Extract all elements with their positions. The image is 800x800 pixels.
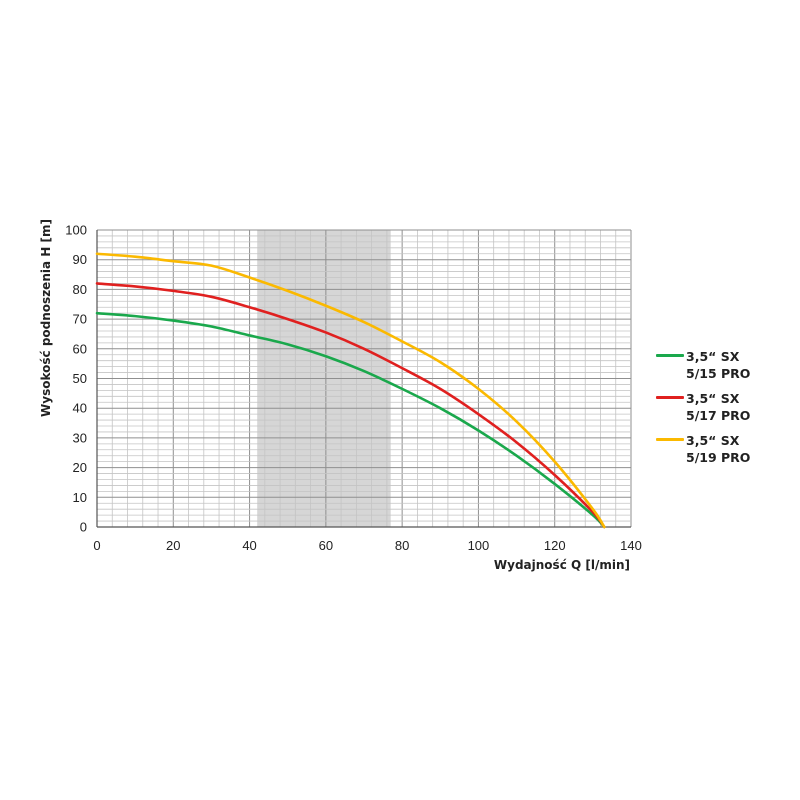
- legend: 3,5“ SX 5/15 PRO 3,5“ SX 5/17 PRO 3,5“ S…: [656, 348, 796, 474]
- series-line-2: [95, 252, 606, 529]
- y-tick-label: 70: [73, 312, 87, 327]
- legend-label-line2: 5/19 PRO: [686, 450, 751, 465]
- legend-item-5-15: 3,5“ SX 5/15 PRO: [656, 348, 796, 384]
- y-tick-label: 0: [80, 520, 87, 535]
- y-tick-label: 50: [73, 371, 87, 386]
- series-line-1: [95, 282, 606, 529]
- legend-swatch-5-19: [656, 438, 684, 441]
- legend-label-5-17: 3,5“ SX 5/17 PRO: [686, 390, 750, 424]
- legend-label-line1: 3,5“ SX: [686, 433, 740, 448]
- y-tick-label: 30: [73, 430, 87, 445]
- y-tick-label: 100: [65, 223, 87, 238]
- legend-swatch-5-17: [656, 396, 684, 399]
- legend-label-5-19: 3,5“ SX 5/19 PRO: [686, 432, 750, 466]
- x-axis-title: Wydajność Q [l/min]: [494, 558, 630, 572]
- x-tick-label: 0: [93, 538, 100, 553]
- series-layer: [95, 252, 606, 529]
- legend-item-5-17: 3,5“ SX 5/17 PRO: [656, 390, 796, 426]
- legend-swatch-5-15: [656, 354, 684, 357]
- legend-item-5-19: 3,5“ SX 5/19 PRO: [656, 432, 796, 468]
- y-tick-label: 80: [73, 282, 87, 297]
- legend-label-5-15: 3,5“ SX 5/15 PRO: [686, 348, 750, 382]
- y-tick-label: 90: [73, 252, 87, 267]
- x-tick-label: 40: [242, 538, 256, 553]
- x-tick-label: 20: [166, 538, 180, 553]
- grid-layer: [96, 229, 632, 528]
- legend-label-line2: 5/15 PRO: [686, 366, 751, 381]
- x-tick-label: 140: [620, 538, 642, 553]
- y-tick-label: 20: [73, 460, 87, 475]
- legend-label-line2: 5/17 PRO: [686, 408, 751, 423]
- y-tick-label: 10: [73, 490, 87, 505]
- y-tick-label: 40: [73, 401, 87, 416]
- legend-label-line1: 3,5“ SX: [686, 349, 740, 364]
- x-tick-label: 80: [395, 538, 409, 553]
- y-tick-label: 60: [73, 341, 87, 356]
- series-line-0: [95, 311, 606, 529]
- legend-label-line1: 3,5“ SX: [686, 391, 740, 406]
- x-tick-label: 100: [468, 538, 490, 553]
- x-tick-label: 60: [319, 538, 333, 553]
- y-axis-title: Wysokość podnoszenia H [m]: [39, 219, 53, 417]
- tick-label-layer: 0 20 40 60 80 100 120 140 0 10 20 30 40 50 60 70 80 90 100: [65, 223, 642, 554]
- x-tick-label: 120: [544, 538, 566, 553]
